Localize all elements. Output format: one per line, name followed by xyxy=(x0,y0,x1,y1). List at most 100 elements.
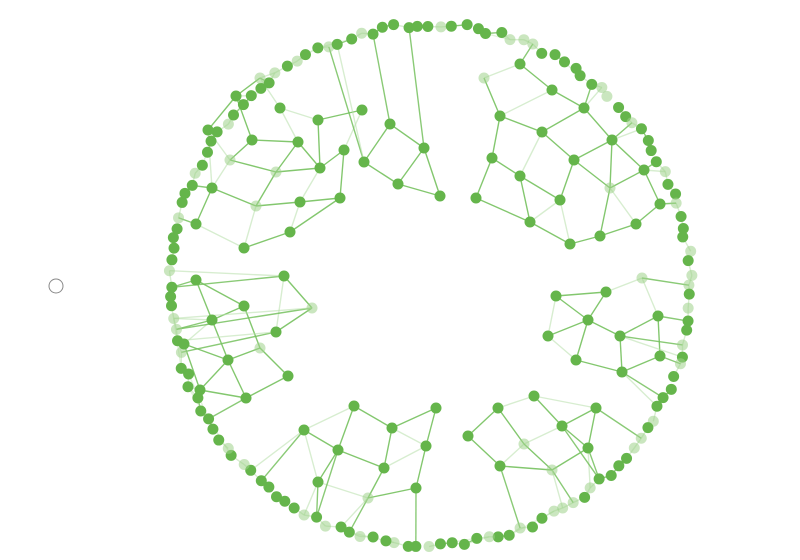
ring-node xyxy=(368,532,379,543)
ring-node xyxy=(480,28,491,39)
cluster-node xyxy=(607,135,618,146)
ring-node xyxy=(662,179,673,190)
cluster-node xyxy=(555,195,566,206)
ring-node xyxy=(585,482,596,493)
cluster-edge xyxy=(520,176,560,200)
ring-node xyxy=(320,521,331,532)
ring-node xyxy=(239,459,250,470)
ring-node xyxy=(683,255,694,266)
ring-node xyxy=(568,497,579,508)
cluster-edge xyxy=(622,356,660,372)
ring-node xyxy=(187,180,198,191)
cluster-edge xyxy=(500,116,542,132)
cluster-node xyxy=(525,217,536,228)
cluster-node xyxy=(315,163,326,174)
ring-link-edge xyxy=(552,470,573,503)
ring-node xyxy=(202,147,213,158)
ring-node xyxy=(683,303,694,314)
ring-node xyxy=(380,535,391,546)
ring-link-edge xyxy=(261,430,304,481)
cluster-edge xyxy=(252,140,298,142)
cluster-edge xyxy=(610,188,636,224)
cluster-edge xyxy=(276,276,284,332)
cluster-edge xyxy=(230,160,276,172)
cluster-edge xyxy=(542,132,574,160)
cluster-node xyxy=(195,385,206,396)
cluster-node xyxy=(617,367,628,378)
cluster-node xyxy=(515,59,526,70)
ring-node xyxy=(579,492,590,503)
cluster-node xyxy=(583,315,594,326)
cluster-node xyxy=(655,351,666,362)
ring-node xyxy=(269,67,280,78)
ring-node xyxy=(368,29,379,40)
cluster-edge xyxy=(276,142,298,172)
cluster-edge xyxy=(276,308,312,332)
cluster-edge xyxy=(228,360,246,398)
ring-link-edge xyxy=(620,336,682,357)
ring-node xyxy=(403,541,414,552)
cluster-node xyxy=(191,219,202,230)
cluster-edge xyxy=(244,232,290,248)
ring-node xyxy=(643,135,654,146)
cluster-node xyxy=(271,167,282,178)
ring-node xyxy=(504,530,515,541)
ring-link-edge xyxy=(373,34,390,124)
ring-node xyxy=(197,160,208,171)
cluster-edge xyxy=(548,336,576,360)
ring-node xyxy=(668,371,679,382)
ring-node xyxy=(166,254,177,265)
ring-link-edge xyxy=(552,470,563,508)
cluster-node xyxy=(313,115,324,126)
cluster-edge xyxy=(520,132,542,176)
cluster-node xyxy=(637,273,648,284)
ring-node xyxy=(446,21,457,32)
cluster-node xyxy=(551,291,562,302)
ring-node xyxy=(388,19,399,30)
cluster-node xyxy=(601,287,612,298)
ring-node xyxy=(684,289,695,300)
ring-link-edge xyxy=(209,398,246,419)
cluster-edge xyxy=(276,168,320,172)
cluster-node xyxy=(547,85,558,96)
cluster-edge xyxy=(520,64,552,90)
ring-node xyxy=(172,223,183,234)
cluster-node xyxy=(471,193,482,204)
cluster-edge xyxy=(392,408,436,428)
cluster-edge xyxy=(354,406,392,428)
cluster-edge xyxy=(340,150,344,198)
cluster-node xyxy=(335,193,346,204)
ring-node xyxy=(594,473,605,484)
cluster-edge xyxy=(468,408,498,436)
cluster-node xyxy=(495,461,506,472)
ring-node xyxy=(356,28,367,39)
ring-node xyxy=(527,522,538,533)
cluster-edge xyxy=(256,172,276,206)
ring-node xyxy=(536,513,547,524)
ring-node xyxy=(550,49,561,60)
cluster-node xyxy=(463,431,474,442)
cluster-edge xyxy=(392,428,426,446)
ring-node xyxy=(636,433,647,444)
ring-node xyxy=(173,212,184,223)
cluster-node xyxy=(231,91,242,102)
cluster-node xyxy=(379,463,390,474)
ring-link-edge xyxy=(337,44,364,162)
cluster-node xyxy=(495,111,506,122)
ring-link-edge xyxy=(596,408,641,438)
cluster-node xyxy=(431,403,442,414)
ring-node xyxy=(424,541,435,552)
cluster-edge xyxy=(530,222,570,244)
cluster-edge xyxy=(384,446,426,468)
ring-link-edge xyxy=(409,28,424,148)
ring-node xyxy=(213,435,224,446)
ring-node xyxy=(166,282,177,293)
cluster-node xyxy=(385,119,396,130)
cluster-node xyxy=(239,301,250,312)
ring-node xyxy=(646,145,657,156)
cluster-edge xyxy=(390,124,424,148)
cluster-node xyxy=(479,73,490,84)
cluster-edge xyxy=(574,140,612,160)
ring-node xyxy=(238,99,249,110)
cluster-edge xyxy=(364,124,390,162)
